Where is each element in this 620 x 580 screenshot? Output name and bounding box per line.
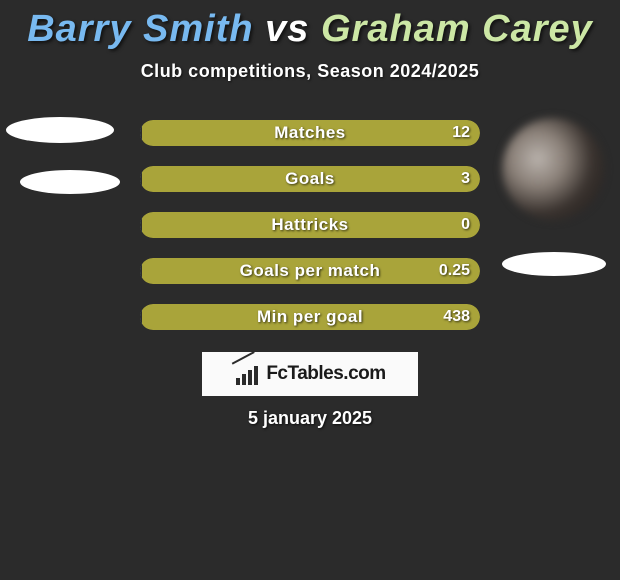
left-decor-ellipse-2 [20, 170, 120, 194]
bar-label: Matches [140, 120, 480, 146]
comparison-title: Barry Smith vs Graham Carey [0, 0, 620, 51]
logo-text: FcTables.com [266, 363, 385, 385]
left-decor-ellipse-1 [6, 117, 114, 143]
fctables-logo: FcTables.com [202, 352, 418, 396]
bar-label: Goals [140, 166, 480, 192]
bar-label: Hattricks [140, 212, 480, 238]
stat-bar: Goals 3 [140, 166, 480, 192]
player2-avatar [502, 118, 604, 220]
bar-value-right: 0.25 [439, 258, 470, 284]
bar-value-right: 12 [452, 120, 470, 146]
logo-text-prefix: FcTables [266, 363, 343, 384]
bar-value-right: 438 [443, 304, 470, 330]
stat-bar: Min per goal 438 [140, 304, 480, 330]
comparison-chart: Matches 12 Goals 3 Hattricks 0 Goals per… [0, 112, 620, 342]
bar-label: Min per goal [140, 304, 480, 330]
bar-value-right: 3 [461, 166, 470, 192]
player2-name: Graham Carey [321, 8, 593, 50]
player1-name: Barry Smith [27, 8, 253, 50]
stat-bars: Matches 12 Goals 3 Hattricks 0 Goals per… [140, 120, 480, 350]
stat-bar: Matches 12 [140, 120, 480, 146]
logo-chart-icon [234, 363, 262, 385]
logo-text-suffix: .com [343, 363, 385, 384]
stat-bar: Goals per match 0.25 [140, 258, 480, 284]
subtitle: Club competitions, Season 2024/2025 [0, 61, 620, 82]
stat-bar: Hattricks 0 [140, 212, 480, 238]
vs-text: vs [265, 8, 309, 50]
date-text: 5 january 2025 [0, 408, 620, 429]
right-decor-ellipse [502, 252, 606, 276]
bar-value-right: 0 [461, 212, 470, 238]
bar-label: Goals per match [140, 258, 480, 284]
